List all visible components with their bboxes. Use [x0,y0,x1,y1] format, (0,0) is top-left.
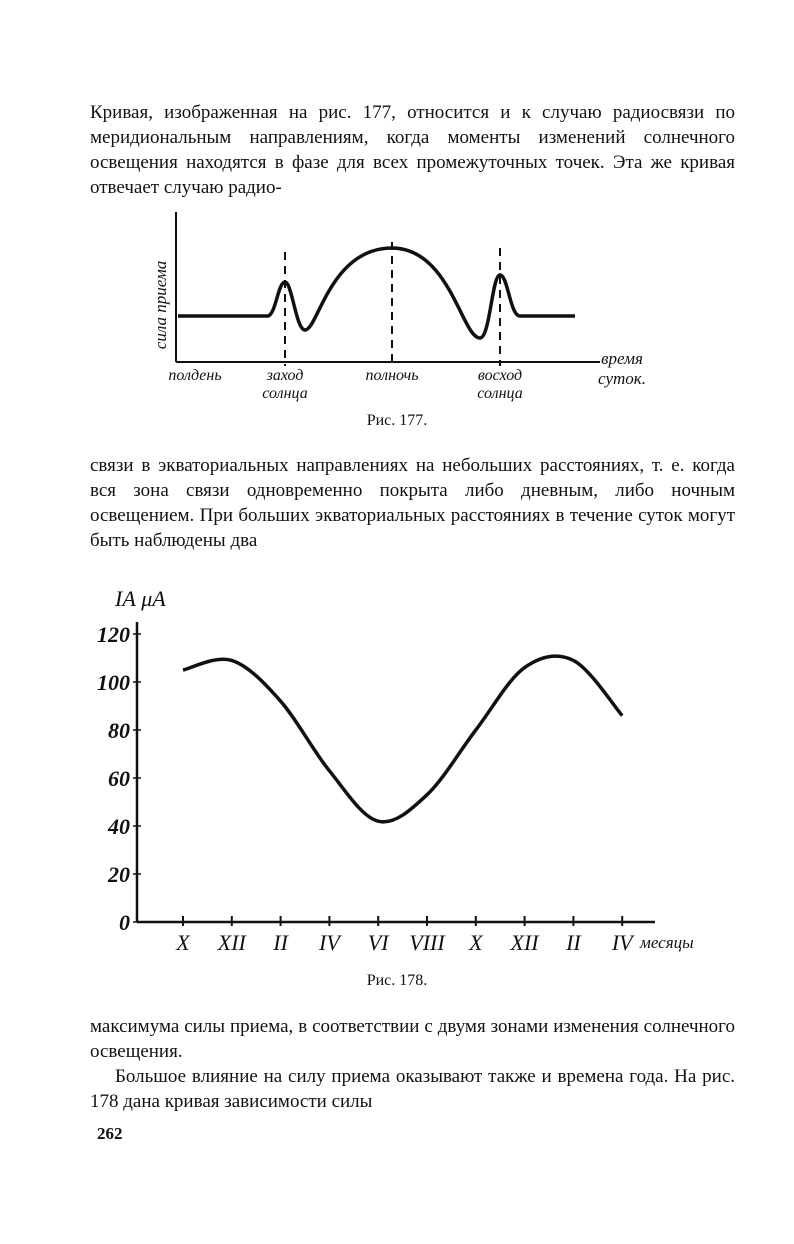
x-tick-label: IV [611,930,635,955]
y-tick-label: 100 [97,670,130,695]
curve [182,654,624,824]
paragraph: Большое влияние на силу приема оказывают… [90,1066,735,1112]
x-tick-label: X [468,930,484,955]
x-axis-label: месяцы [639,933,694,952]
x-point-label: полдень [168,367,221,384]
paragraph: максимума силы приема, в соответствии с … [90,1016,735,1062]
x-tick-label: XII [510,930,541,955]
x-tick-label: X [175,930,191,955]
x-point-label: полночь [365,367,418,384]
y-tick-label: 80 [108,718,130,743]
x-tick-label: IV [318,930,342,955]
x-tick-label: II [565,930,582,955]
curve [178,246,575,340]
x-tick-label: XII [217,930,248,955]
y-axis-label: IА μА [114,586,166,611]
y-tick-label: 40 [107,814,130,839]
caption: Рис. 177. [366,412,428,429]
figure-177 [175,212,600,366]
x-tick-label: VIII [409,930,446,955]
paragraph: Кривая, изображенная на рис. 177, относи… [90,102,735,198]
y-tick-label: 120 [97,622,130,647]
caption: Рис. 178. [366,972,428,989]
x-point-label: солнца [262,385,307,402]
y-tick-label: 20 [107,862,130,887]
page-number: 262 [97,1124,123,1143]
y-tick-label: 60 [108,766,130,791]
x-point-label: восход [478,367,522,384]
y-tick-label: 0 [119,910,130,935]
x-tick-label: II [272,930,289,955]
x-axis-label: суток. [598,369,646,388]
x-tick-label: VI [368,930,390,955]
paragraph: связи в экваториальных направлениях на н… [90,455,735,551]
x-point-label: заход [266,367,304,384]
y-axis-label: сила приема [151,261,170,349]
x-point-label: солнца [477,385,522,402]
x-axis-label: время [601,349,643,368]
